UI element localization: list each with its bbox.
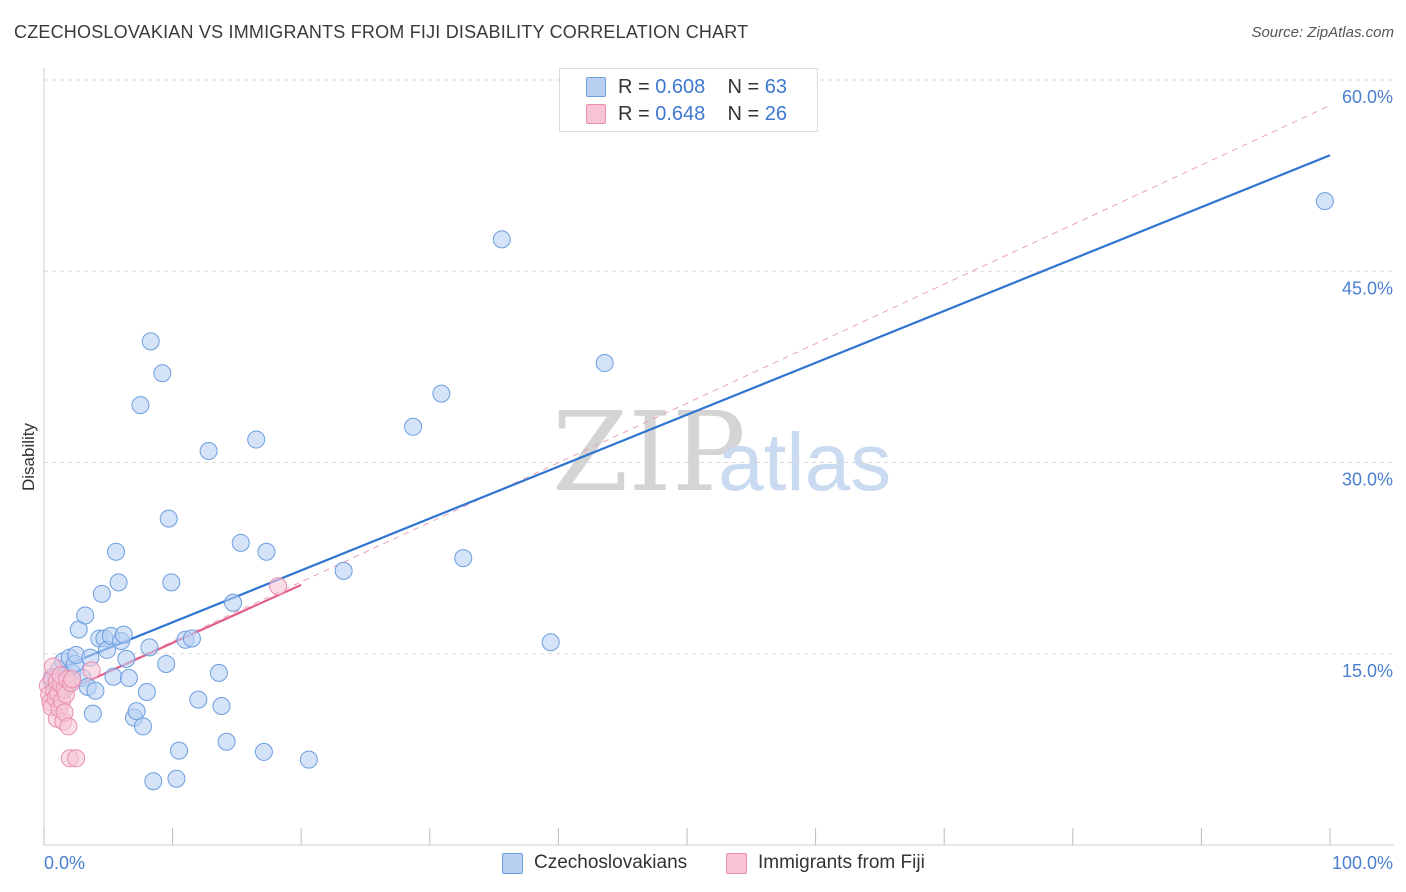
czechoslovakian-point-60 (404, 417, 423, 436)
czechoslovakian-point-64 (541, 633, 560, 652)
fiji-point-23 (63, 670, 82, 689)
czechoslovakian-point-53 (224, 593, 243, 612)
czechoslovakian-point-21 (92, 584, 111, 603)
watermark-zip: ZIP (552, 388, 746, 516)
czechoslovakian-point-26 (107, 542, 126, 561)
czechoslovakian-point-47 (182, 629, 201, 648)
czechoslovakian-point-33 (127, 702, 146, 721)
czechoslovakian-point-50 (209, 663, 228, 682)
chart-title: CZECHOSLOVAKIAN VS IMMIGRANTS FROM FIJI … (14, 22, 749, 42)
pink-swatch (726, 853, 747, 874)
czechoslovakian-point-37 (140, 638, 159, 657)
x-tick-label-1: 100.0% (1332, 853, 1393, 873)
czechoslovakian-point-29 (114, 625, 133, 644)
trendlines (43, 105, 1331, 702)
axes (43, 68, 1394, 846)
czechoslovakian-point-63 (492, 230, 511, 249)
y-tick-label-1: 30.0% (1342, 470, 1393, 490)
data-points (38, 192, 1334, 791)
czechoslovakian-point-25 (104, 667, 123, 686)
czechoslovakian-point-45 (170, 741, 189, 760)
n-value: 63 (764, 76, 788, 98)
r-value: 0.608 (655, 76, 706, 98)
x-tick-labels: 0.0% 100.0% (44, 853, 1393, 873)
pink-swatch (586, 104, 606, 124)
czechoslovakian-point-56 (254, 742, 273, 761)
czechoslovakian-point-49 (199, 442, 218, 461)
source-credit: Source: ZipAtlas.com (1251, 24, 1394, 41)
n-value: 26 (764, 103, 788, 125)
y-tick-labels: 15.0% 30.0% 45.0% 60.0% (1342, 87, 1393, 681)
fiji-point-25 (82, 661, 101, 680)
fiji-point-24 (67, 749, 86, 768)
czechoslovakian-point-38 (141, 332, 160, 351)
czechoslovakian-point-66 (1315, 192, 1334, 211)
fiji-point-26 (269, 577, 288, 596)
gridlines (44, 79, 1394, 655)
czechoslovakian-point-15 (76, 606, 95, 625)
czechoslovakian-point-27 (109, 573, 128, 592)
czechoslovakian-point-19 (86, 681, 105, 700)
y-tick-label-3: 60.0% (1342, 87, 1393, 107)
czechoslovakian-point-62 (454, 549, 473, 568)
czechoslovakian-point-34 (131, 396, 150, 415)
y-axis-label: Disability (19, 422, 38, 491)
y-tick-label-2: 45.0% (1342, 278, 1393, 298)
czechoslovakian-point-42 (159, 509, 178, 528)
czechoslovakian-point-30 (117, 649, 136, 668)
czechoslovakian-point-44 (167, 769, 186, 788)
r-label: R = (618, 103, 656, 125)
r-value: 0.648 (655, 103, 706, 125)
r-label: R = (618, 76, 656, 98)
czechoslovakian-point-43 (162, 573, 181, 592)
czechoslovakian-point-31 (119, 668, 138, 687)
czechoslovakian-point-39 (144, 772, 163, 791)
watermark: ZIP atlas (552, 388, 891, 516)
czechoslovakian-point-52 (217, 732, 236, 751)
y-tick-label-0: 15.0% (1342, 661, 1393, 681)
czechoslovakian-point-65 (595, 354, 614, 373)
x-tick-label-0: 0.0% (44, 853, 85, 873)
czechoslovakian-point-61 (432, 384, 451, 403)
czechoslovakian-point-57 (257, 542, 276, 561)
legend-label: Immigrants from Fiji (758, 852, 925, 873)
czechoslovakian-point-41 (157, 654, 176, 673)
czechoslovakian-point-40 (153, 364, 172, 383)
blue-swatch (502, 853, 523, 874)
n-label: N = (727, 76, 765, 98)
czechoslovakian-point-54 (231, 533, 250, 552)
czechoslovakian-point-48 (189, 690, 208, 709)
fiji-trend-extension (43, 105, 1331, 702)
czechoslovakian-trendline (43, 154, 1331, 676)
stats-legend: R = 0.608 N = 63 R = 0.648 N = 26 (559, 68, 818, 132)
fiji-point-20 (59, 717, 78, 736)
czechoslovakian-point-51 (212, 697, 231, 716)
legend-label: Czechoslovakians (534, 852, 688, 873)
czechoslovakian-point-35 (134, 717, 153, 736)
czechoslovakian-point-36 (137, 683, 156, 701)
blue-swatch (586, 77, 606, 97)
czechoslovakian-point-18 (83, 704, 102, 723)
czechoslovakian-point-58 (299, 750, 318, 769)
czechoslovakian-point-55 (247, 430, 266, 449)
czechoslovakian-point-59 (334, 561, 353, 580)
n-label: N = (727, 103, 765, 125)
